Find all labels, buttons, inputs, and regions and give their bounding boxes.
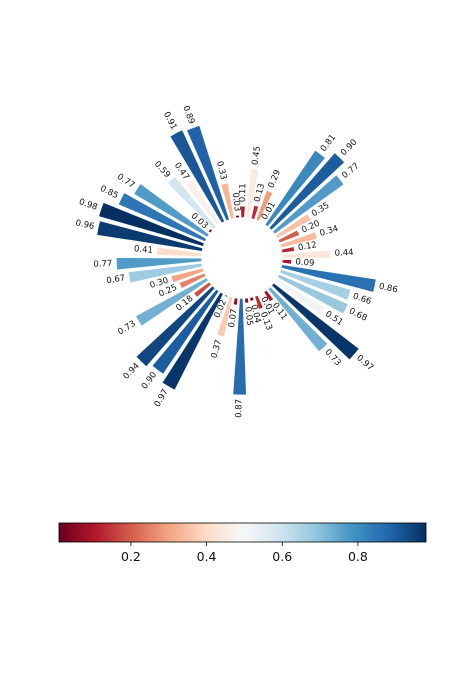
bar-10: [278, 268, 353, 302]
bar-31: [126, 261, 204, 285]
bar-6: [280, 245, 296, 255]
colorbar-tick-label-0: 0.2: [121, 549, 141, 564]
bar-39: [165, 174, 218, 231]
bar-label-21: 0.07: [227, 308, 240, 328]
bar-36: [116, 190, 209, 244]
bar-label-20: 0.87: [234, 399, 244, 418]
bar-7: [280, 248, 333, 260]
bar-label-9: 0.86: [378, 282, 399, 296]
bar-5: [278, 230, 319, 250]
colorbar-tick-label-3: 0.8: [348, 549, 368, 564]
bar-label-28: 0.73: [116, 319, 137, 337]
bar-34: [95, 219, 205, 253]
bar-label-25: 0.90: [140, 370, 159, 391]
bar-label-11: 0.68: [347, 306, 368, 323]
bar-49: [258, 220, 266, 226]
colorbar-tick-label-2: 0.6: [272, 549, 292, 564]
bar-45: [239, 204, 247, 219]
bar-37: [131, 181, 211, 239]
bar-label-26: 0.94: [121, 361, 141, 382]
bar-14: [266, 285, 330, 354]
bar-46: [244, 167, 261, 220]
bar-47: [249, 203, 261, 222]
bar-label-22: 0.37: [210, 339, 225, 360]
bar-48: [254, 188, 275, 223]
bar-0: [263, 148, 328, 229]
bar-20: [231, 297, 248, 397]
bar-12: [273, 277, 327, 317]
bar-2: [270, 173, 346, 236]
bar-label-46: 0.45: [250, 146, 263, 166]
bar-28: [133, 275, 211, 328]
colorbar: 0.2 0.4 0.6 0.8: [58, 522, 427, 564]
bar-18: [248, 295, 256, 303]
bar-label-35: 0.98: [78, 197, 99, 213]
bar-label-13: 0.97: [354, 353, 375, 373]
colorbar-gradient: [58, 522, 427, 543]
bar-35: [97, 200, 206, 248]
bar-17: [253, 293, 265, 312]
bar-40: [183, 178, 222, 228]
bar-22: [215, 294, 235, 339]
bar-19: [243, 296, 251, 305]
bar-label-45: 0.11: [238, 183, 248, 202]
bar-38: [206, 226, 215, 235]
bar-11: [275, 272, 350, 316]
bar-label-0: 0.81: [319, 133, 338, 154]
bar-label-37: 0.77: [115, 172, 136, 191]
bar-label-5: 0.34: [319, 224, 340, 239]
bar-27: [191, 280, 214, 300]
bar-43: [219, 181, 236, 221]
bar-label-31: 0.67: [106, 273, 126, 286]
bar-23: [222, 293, 230, 299]
bar-label-43: 0.33: [214, 160, 228, 181]
bar-label-32: 0.77: [93, 259, 112, 270]
bar-label-33: 0.41: [134, 244, 154, 255]
bar-label-19: 0.05: [242, 306, 254, 326]
bar-15: [262, 288, 276, 304]
bar-26: [134, 284, 217, 369]
bar-label-39: 0.59: [152, 159, 172, 180]
bar-9: [279, 263, 378, 294]
bar-29: [177, 271, 208, 291]
bar-24: [160, 290, 226, 392]
bar-44: [234, 213, 241, 220]
bar-3: [273, 212, 313, 241]
bar-label-18: 0.04: [248, 304, 262, 325]
bar-16: [257, 291, 265, 297]
bar-label-6: 0.12: [297, 240, 317, 253]
bar-8: [280, 258, 293, 266]
bar-label-34: 0.96: [75, 218, 96, 232]
bar-41: [168, 128, 227, 225]
colorbar-ticks: 0.2 0.4 0.6 0.8: [121, 542, 368, 564]
bar-label-44: 0.03: [230, 192, 242, 212]
bar-label-41: 0.91: [161, 110, 179, 131]
bar-label-1: 0.90: [339, 137, 359, 158]
bar-42: [184, 123, 231, 223]
bar-label-36: 0.85: [98, 184, 119, 201]
bar-25: [150, 287, 221, 376]
bar-30: [169, 266, 206, 285]
colorbar-tick-label-1: 0.4: [197, 549, 217, 564]
bar-label-47: 0.13: [253, 182, 268, 203]
bar-21: [231, 296, 240, 307]
bar-label-42: 0.89: [180, 104, 196, 125]
bar-label-24: 0.97: [153, 388, 171, 409]
bar-13: [269, 281, 361, 362]
bar-label-48: 0.29: [267, 168, 284, 189]
bar-label-8: 0.09: [295, 257, 315, 268]
bar-4: [276, 228, 302, 245]
bar-33: [155, 245, 204, 258]
bar-32: [114, 256, 204, 272]
bars-layer: [95, 123, 378, 397]
bar-1: [267, 150, 347, 232]
bar-label-10: 0.66: [351, 292, 372, 308]
bar-label-7: 0.44: [334, 248, 353, 259]
